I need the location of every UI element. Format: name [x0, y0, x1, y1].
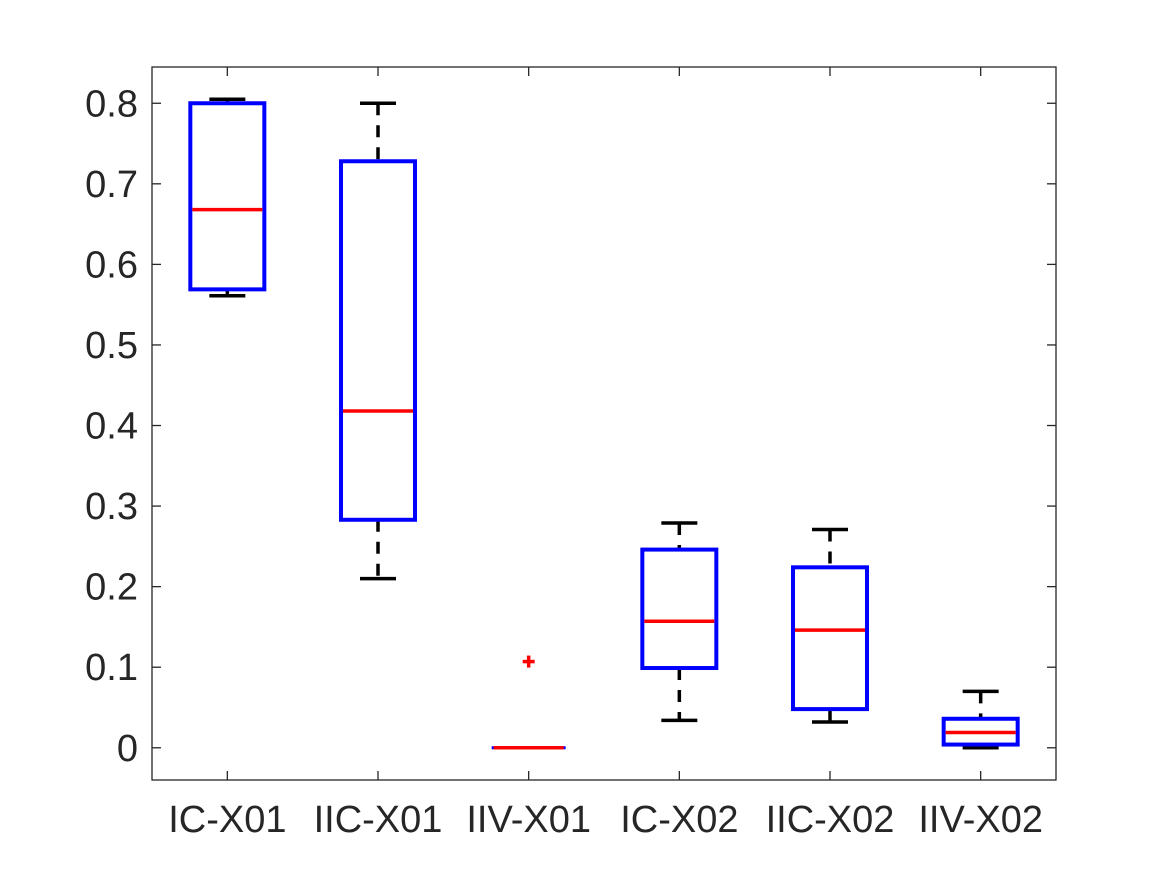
- y-tick-label: 0.2: [85, 567, 138, 609]
- y-tick-label: 0: [117, 728, 138, 770]
- x-tick-label: IC-X02: [620, 799, 738, 841]
- box-rect: [941, 716, 1020, 747]
- plot-marks: [188, 97, 1020, 750]
- outlier-marker: [522, 655, 535, 668]
- y-tick-label: 0.1: [85, 647, 138, 689]
- y-tick-label: 0.5: [85, 325, 138, 367]
- box-rect: [791, 565, 869, 712]
- axes: 0 0.1 0.2 0.3 0.4 0.5 0.6 0.7 0.8 IC-X01 IIC-X01 II…: [85, 66, 1057, 841]
- y-tick-label: 0.4: [85, 406, 138, 448]
- box-rect: [640, 547, 719, 671]
- box-rect: [188, 101, 267, 292]
- x-tick-label: IC-X01: [168, 799, 286, 841]
- x-tick-label: IIC-X01: [314, 799, 443, 841]
- x-tick-label: IIC-X02: [766, 799, 895, 841]
- box-2: [491, 655, 566, 750]
- box-4: [791, 527, 869, 724]
- y-tick-label: 0.6: [85, 244, 138, 286]
- x-tick-label: IIV-X01: [466, 799, 591, 841]
- y-tick-label: 0.8: [85, 83, 138, 125]
- box-0: [188, 97, 267, 298]
- y-tick-label: 0.3: [85, 486, 138, 528]
- box-rect: [339, 159, 417, 522]
- box-5: [941, 689, 1020, 750]
- plot-frame: [151, 66, 1057, 781]
- box-3: [640, 521, 719, 723]
- y-tick-label: 0.7: [85, 164, 138, 206]
- x-tick-label: IIV-X02: [918, 799, 1043, 841]
- box-1: [339, 101, 417, 581]
